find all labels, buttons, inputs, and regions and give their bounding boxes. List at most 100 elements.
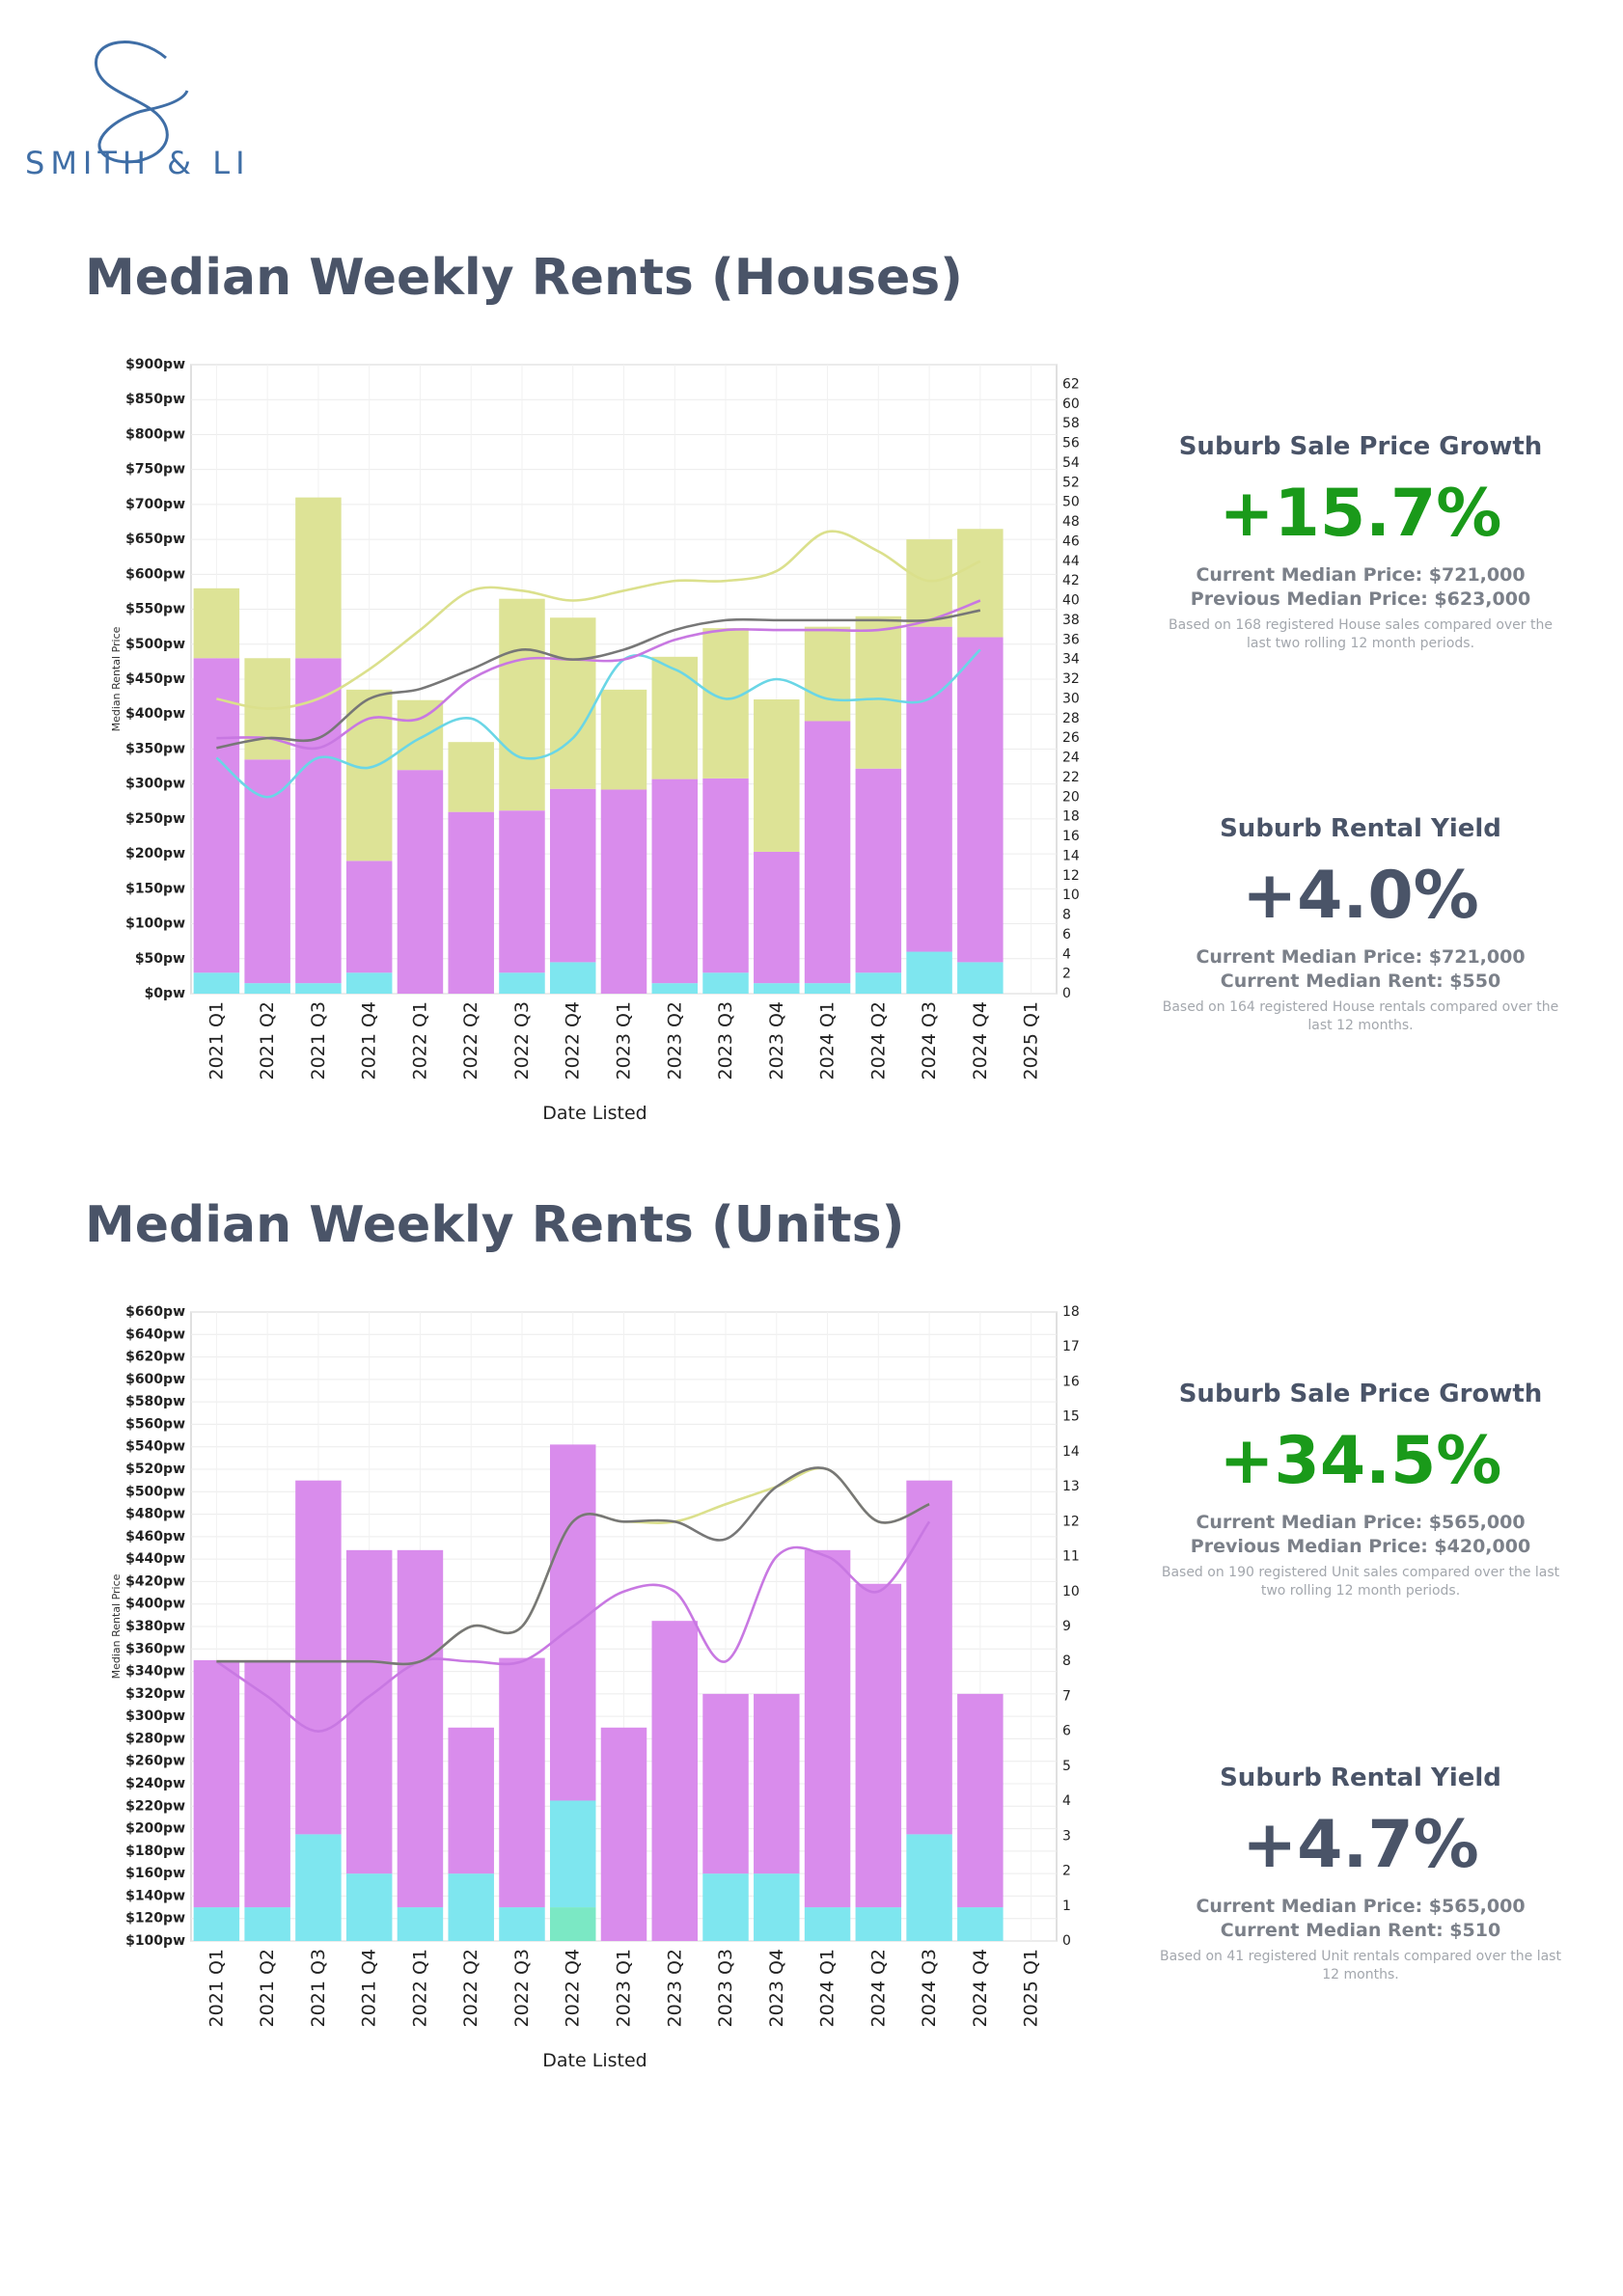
y2-tick-label: 22 [1062,770,1080,785]
y2-tick-label: 6 [1062,927,1071,943]
y-tick-label: $550pw [125,602,185,617]
units-bar-2-bed-2024-q3 [906,1834,952,1941]
y2-tick-label: 17 [1062,1339,1080,1354]
y-tick-label: $660pw [125,1304,185,1320]
y2-tick-label: 2 [1062,967,1071,982]
y-tick-label: $460pw [125,1529,185,1544]
houses-bar-2-bed-2024-q3 [906,951,952,994]
houses-bar-3-bed-2023-q3 [702,778,749,973]
x-tick-label: 2025 Q1 [1021,1001,1042,1080]
y2-tick-label: 62 [1062,376,1080,392]
houses-bar-2-bed-2021-q2 [244,983,290,994]
y-tick-label: $700pw [125,497,185,512]
x-tick-label: 2021 Q1 [206,1001,227,1080]
y-tick-label: $800pw [125,426,185,442]
units-bar-3-bed-2021-q1 [193,1659,240,1908]
y2-tick-label: 6 [1062,1724,1071,1739]
y2-tick-label: 18 [1062,809,1080,825]
units-sale-growth-panel: Suburb Sale Price Growth +34.5% Current … [1158,1380,1563,1600]
houses-bar-2-bed-2022-q4 [549,962,596,994]
units-bar-3-bed-2022-q4 [549,1444,596,1801]
units-bar-2-bed-2021-q1 [193,1907,240,1941]
houses-yield-current-rent: Current Median Rent: $550 [1220,970,1501,993]
y-tick-label: $600pw [125,1372,185,1387]
y-tick-label: $200pw [125,846,185,861]
houses-lines [215,530,981,799]
y2-tick-label: 10 [1062,888,1080,903]
y-tick-label: $380pw [125,1619,185,1634]
y-tick-label: $200pw [125,1821,185,1837]
houses-bar-4-bed-2022-q4 [549,617,596,789]
y-tick-label: $360pw [125,1641,185,1656]
units-y-axis-label: Median Rental Price [110,1573,123,1679]
x-tick-label: 2024 Q1 [817,1001,839,1080]
units-bar-3-bed-2021-q3 [295,1480,342,1835]
y2-tick-label: 32 [1062,671,1080,687]
x-tick-label: 2022 Q3 [511,1001,533,1080]
units-yield-note: Based on 41 registered Unit rentals comp… [1160,1948,1561,1982]
y-tick-label: $540pw [125,1439,185,1455]
houses-rental-yield-heading: Suburb Rental Yield [1220,814,1501,843]
x-tick-label: 2023 Q4 [766,1949,787,2027]
houses-bar-3-bed-2021-q1 [193,658,240,973]
units-section-title: Median Weekly Rents (Units) [85,1196,905,1254]
x-tick-label: 2024 Q4 [970,1001,991,1080]
x-tick-label: 2022 Q4 [563,1949,584,2027]
x-tick-label: 2022 Q4 [563,1001,584,1080]
units-yield-current-rent: Current Median Rent: $510 [1220,1920,1501,1942]
houses-line-2-bed [215,648,981,799]
units-bar-3-bed-2022-q2 [448,1727,494,1874]
houses-bar-3-bed-2023-q2 [651,779,699,984]
y2-tick-label: 58 [1062,416,1080,431]
y2-tick-label: 0 [1062,1933,1071,1949]
units-bar-1-bed-2022-q4 [549,1907,596,1941]
houses-bar-3-bed-2022-q3 [499,810,545,973]
x-tick-label: 2024 Q2 [867,1949,889,2027]
x-tick-label: 2024 Q2 [867,1001,889,1080]
y2-tick-label: 36 [1062,632,1080,647]
y2-tick-label: 7 [1062,1688,1071,1704]
houses-y-ticks: $0pw $50pw $100pw $150pw $200pw $250pw $300pw $… [125,357,185,1001]
houses-bars [193,497,1004,994]
houses-bar-3-bed-2022-q4 [549,788,596,963]
units-y-ticks: $100pw $120pw $140pw $160pw $180pw $200pw $220… [125,1304,185,1949]
y2-tick-label: 16 [1062,829,1080,844]
y-tick-label: $100pw [125,1933,185,1949]
units-bars [193,1444,1004,1941]
y-tick-label: $220pw [125,1798,185,1814]
units-bar-3-bed-2023-q2 [651,1621,699,1941]
units-bar-2-bed-2021-q2 [244,1907,290,1941]
y2-tick-label: 5 [1062,1759,1071,1774]
units-bar-2-bed-2022-q4 [549,1800,596,1908]
y-tick-label: $620pw [125,1350,185,1365]
y-tick-label: $900pw [125,357,185,372]
x-tick-label: 2024 Q4 [970,1949,991,2027]
units-line-all-bed-counts [216,1466,930,1666]
x-tick-label: 2023 Q2 [664,1001,685,1080]
houses-bar-3-bed-2021-q4 [345,861,393,973]
y-tick-label: $600pw [125,566,185,582]
units-bar-3-bed-2022-q1 [397,1549,444,1908]
y2-tick-label: 8 [1062,908,1071,923]
smith-li-logo [95,41,189,164]
units-x-axis-label: Date Listed [542,2050,646,2071]
units-sale-growth-heading: Suburb Sale Price Growth [1178,1380,1543,1408]
houses-y-axis-label: Median Rental Price [110,626,123,731]
houses-bar-3-bed-2023-q1 [600,789,647,994]
houses-bar-4-bed-2024-q4 [957,529,1004,638]
y2-tick-label: 8 [1062,1654,1071,1669]
x-tick-label: 2023 Q4 [766,1001,787,1080]
y-tick-label: $750pw [125,462,185,478]
units-bar-2-bed-2024-q1 [804,1907,851,1941]
y-tick-label: $640pw [125,1326,185,1342]
y2-tick-label: 46 [1062,533,1080,549]
houses-sale-growth-heading: Suburb Sale Price Growth [1178,432,1543,461]
houses-bar-2-bed-2023-q2 [651,983,699,994]
units-bar-3-bed-2023-q4 [754,1693,800,1874]
y2-tick-label: 52 [1062,475,1080,490]
units-bar-3-bed-2024-q4 [957,1693,1004,1908]
units-rental-yield-value: +4.7% [1242,1807,1479,1883]
houses-bar-2-bed-2024-q1 [804,983,851,994]
houses-bar-4-bed-2021-q3 [295,497,342,659]
